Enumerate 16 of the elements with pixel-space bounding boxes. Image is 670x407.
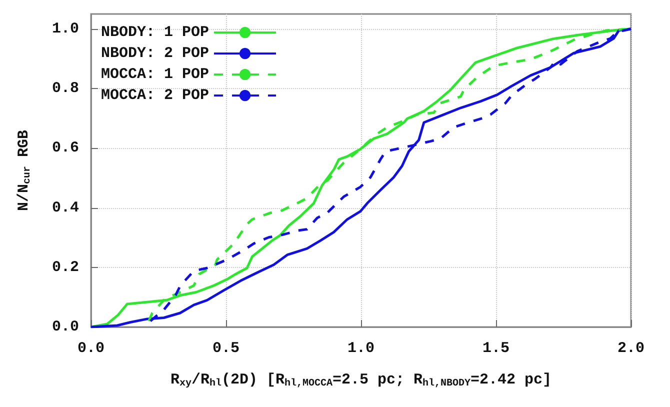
legend-label: NBODY: 1 POP	[100, 24, 210, 41]
legend-label: MOCCA: 1 POP	[100, 66, 210, 83]
legend-label: MOCCA: 2 POP	[100, 87, 210, 104]
y-tick-label: 1.0	[52, 20, 79, 38]
y-tick-label: 0.6	[52, 140, 79, 157]
y-axis-title: N/Ncur RGB	[16, 130, 34, 212]
y-tick-label: 0.4	[52, 199, 79, 216]
x-tick-label: 2.0	[617, 340, 645, 357]
y-tick-label: 0.0	[52, 318, 79, 336]
x-tick-label: 1.5	[482, 340, 510, 357]
x-tick-label: 0.0	[77, 340, 105, 357]
y-tick-label: 0.2	[52, 258, 79, 276]
x-tick-label: 1.0	[347, 340, 375, 357]
x-tick-label: 0.5	[212, 340, 240, 357]
y-tick-label: 0.8	[52, 80, 79, 98]
legend-label: NBODY: 2 POP	[100, 45, 210, 62]
